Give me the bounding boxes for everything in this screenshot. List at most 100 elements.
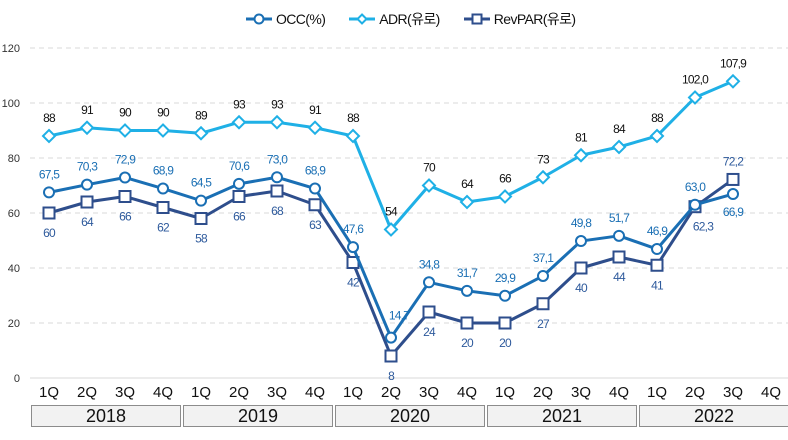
data-label: 72,9 [115,153,136,167]
x-tick-label: 2Q [77,384,97,401]
y-tick-label: 60 [8,208,20,220]
legend: OCC(%) ADR(유로) RevPAR(유로) [244,9,576,29]
data-point-occ [119,171,131,184]
data-label: 34,8 [419,257,440,271]
data-point-adr [345,128,361,144]
data-label: 91 [309,103,322,117]
y-tick-label: 120 [2,43,20,55]
year-label: 2020 [335,405,485,427]
data-label: 40 [575,281,588,295]
data-label: 81 [575,130,588,144]
data-point-occ [689,198,701,211]
data-point-adr [155,123,171,138]
data-label: 90 [119,106,132,120]
legend-label-adr: ADR(유로) [379,11,440,27]
data-label: 63 [309,218,322,232]
data-point-occ [613,229,625,242]
data-point-revpar [308,198,322,212]
x-tick-label: 2Q [229,384,249,401]
data-label: 64 [81,215,94,229]
data-point-occ [81,178,93,191]
data-point-adr [307,120,323,136]
circle-marker-icon [246,13,272,25]
data-point-adr [193,125,209,141]
data-point-adr [535,169,551,185]
data-label: 90 [157,106,170,120]
data-point-occ [575,235,587,248]
data-label: 68,9 [305,164,326,178]
data-point-revpar [422,305,436,319]
data-point-occ [347,241,359,254]
data-point-occ [423,276,435,289]
x-tick-label: 1Q [39,384,59,401]
data-label: 66 [119,210,132,224]
x-tick-label: 1Q [191,384,211,401]
data-label: 102,0 [682,73,709,87]
x-tick-label: 4Q [609,384,629,401]
data-point-adr [41,128,57,144]
data-point-revpar [118,190,132,203]
data-label: 66 [499,172,512,186]
data-label: 62 [157,221,170,235]
square-marker-icon [463,13,490,25]
data-point-revpar [194,212,208,225]
data-label: 60 [43,226,56,240]
data-label: 68 [271,204,284,218]
data-point-occ [309,182,321,195]
y-tick-label: 80 [8,153,20,165]
x-tick-label: 3Q [115,384,135,401]
data-point-revpar [42,206,56,220]
data-label: 14,7 [389,309,410,323]
data-point-occ [499,289,511,302]
data-label: 42 [347,276,360,290]
data-label: 46,9 [647,224,668,238]
data-label: 58 [195,232,208,246]
data-point-occ [233,177,245,190]
data-label: 49,8 [571,216,592,230]
year-label: 2021 [487,405,637,427]
x-tick-label: 4Q [761,384,781,401]
data-point-revpar [80,195,94,209]
data-point-adr [231,114,247,130]
year-label: 2019 [183,405,333,427]
data-label: 93 [271,97,284,111]
data-point-revpar [726,172,740,186]
data-label: 41 [651,278,664,292]
data-point-revpar [270,184,284,198]
data-label: 29,9 [495,271,516,285]
y-tick-label: 0 [14,373,20,385]
data-point-adr [649,128,665,144]
data-point-revpar [384,349,398,363]
y-tick-label: 20 [8,318,20,330]
data-label: 89 [195,108,208,122]
x-tick-label: 3Q [571,384,591,401]
data-point-adr [383,222,399,237]
data-point-revpar [650,258,664,272]
data-point-occ [651,243,663,256]
data-label: 20 [499,336,512,350]
data-point-adr [725,73,741,89]
legend-item-occ: OCC(%) [244,11,326,27]
data-point-adr [459,194,475,210]
data-label: 31,7 [457,266,478,280]
data-label: 70,6 [229,159,250,173]
legend-label-revpar: RevPAR(유로) [493,11,576,27]
data-label: 88 [347,111,360,125]
year-label: 2018 [31,405,181,427]
diamond-marker-icon [349,13,376,25]
data-point-adr [611,139,627,155]
data-point-revpar [232,190,246,203]
y-tick-label: 40 [8,263,20,275]
data-label: 51,7 [609,211,630,225]
data-label: 24 [423,325,436,339]
x-tick-label: 4Q [153,384,173,401]
data-label: 47,6 [343,222,364,236]
data-label: 91 [81,103,94,117]
y-tick-label: 100 [2,98,20,110]
data-point-revpar [612,250,626,264]
legend-item-revpar: RevPAR(유로) [462,9,576,29]
data-point-occ [271,171,283,184]
data-point-revpar [498,316,512,330]
x-tick-label: 2Q [685,384,705,401]
